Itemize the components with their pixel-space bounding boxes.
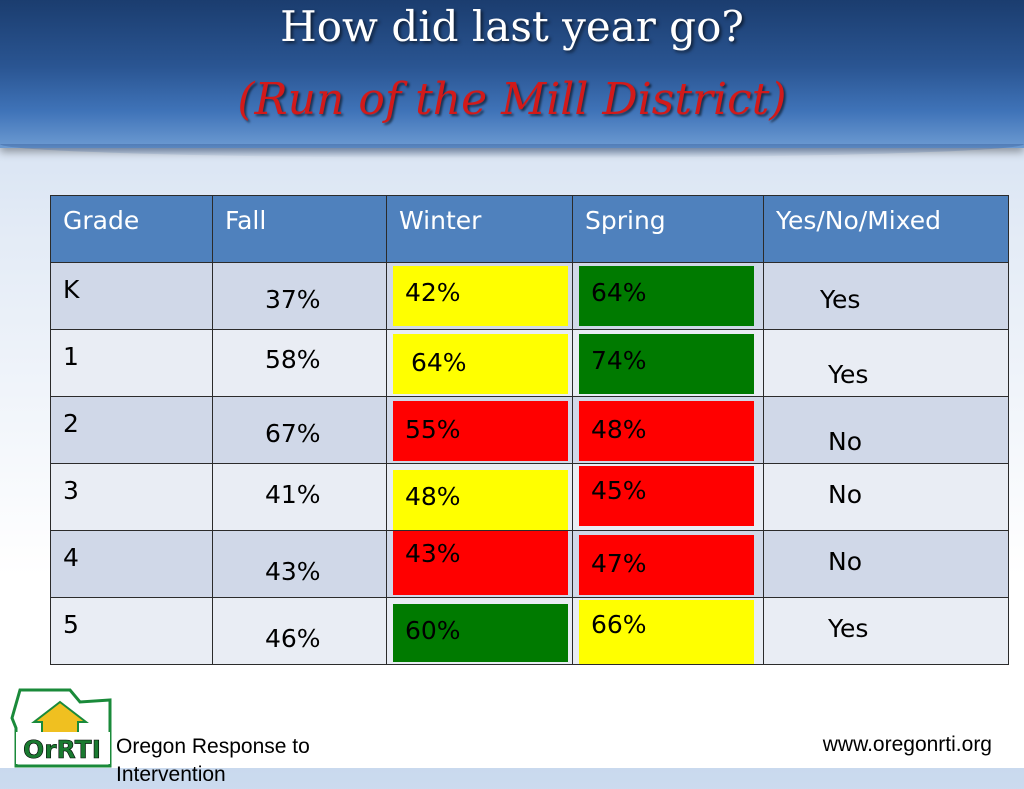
spring-cell: 66%: [572, 597, 764, 665]
winter-cell: 42%: [386, 262, 573, 330]
table-row: 2 67% 55% 48% No: [50, 396, 1009, 464]
column-header-grade: Grade: [50, 195, 213, 263]
spring-highlight: 74%: [579, 334, 754, 394]
grade-cell: 4: [50, 530, 213, 598]
spring-highlight: 64%: [579, 266, 754, 326]
spring-cell: 45%: [572, 463, 764, 531]
title-banner: How did last year go? (Run of the Mill D…: [0, 0, 1024, 158]
winter-highlight: 48%: [393, 470, 568, 530]
spring-highlight: 47%: [579, 535, 754, 595]
slide-title: How did last year go?: [280, 2, 744, 51]
table-row: 3 41% 48% 45% No: [50, 463, 1009, 531]
winter-cell: 43%: [386, 530, 573, 598]
spring-highlight: 45%: [579, 466, 754, 526]
fall-cell: 67%: [212, 396, 387, 464]
column-header-spring: Spring: [572, 195, 764, 263]
logo-text: OrRTI: [23, 735, 101, 764]
winter-highlight: 55%: [393, 401, 568, 461]
spring-cell: 74%: [572, 329, 764, 397]
fall-cell: 41%: [212, 463, 387, 531]
grade-cell: 3: [50, 463, 213, 531]
grade-cell: 2: [50, 396, 213, 464]
result-cell: Yes: [763, 262, 1009, 330]
table-row: 5 46% 60% 66% Yes: [50, 597, 1009, 665]
winter-cell: 55%: [386, 396, 573, 464]
orrti-logo: OrRTI: [10, 688, 112, 768]
spring-highlight: 66%: [579, 600, 754, 664]
result-cell: Yes: [763, 329, 1009, 397]
fall-cell: 46%: [212, 597, 387, 665]
column-header-winter: Winter: [386, 195, 573, 263]
spring-cell: 48%: [572, 396, 764, 464]
spring-cell: 47%: [572, 530, 764, 598]
winter-cell: 60%: [386, 597, 573, 665]
fall-cell: 43%: [212, 530, 387, 598]
column-header-fall: Fall: [212, 195, 387, 263]
spring-highlight: 48%: [579, 401, 754, 461]
footer-organization: Oregon Response to Intervention: [116, 735, 310, 786]
results-table: Grade Fall Winter Spring Yes/No/Mixed K …: [50, 195, 1009, 665]
slide-subtitle: (Run of the Mill District): [237, 74, 787, 125]
winter-highlight: 60%: [393, 604, 568, 662]
fall-cell: 58%: [212, 329, 387, 397]
winter-highlight: 64%: [393, 334, 568, 394]
grade-cell: 1: [50, 329, 213, 397]
result-cell: No: [763, 396, 1009, 464]
result-cell: No: [763, 463, 1009, 531]
grade-cell: K: [50, 262, 213, 330]
table-row: K 37% 42% 64% Yes: [50, 262, 1009, 330]
column-header-result: Yes/No/Mixed: [763, 195, 1009, 263]
footer-url[interactable]: www.oregonrti.org: [822, 733, 992, 756]
table-header-row: Grade Fall Winter Spring Yes/No/Mixed: [50, 195, 1009, 263]
table-row: 4 43% 43% 47% No: [50, 530, 1009, 598]
fall-cell: 37%: [212, 262, 387, 330]
spring-cell: 64%: [572, 262, 764, 330]
grade-cell: 5: [50, 597, 213, 665]
winter-cell: 64%: [386, 329, 573, 397]
winter-highlight: 42%: [393, 266, 568, 326]
winter-highlight: 43%: [393, 531, 568, 595]
table-row: 1 58% 64% 74% Yes: [50, 329, 1009, 397]
winter-cell: 48%: [386, 463, 573, 531]
result-cell: Yes: [763, 597, 1009, 665]
result-cell: No: [763, 530, 1009, 598]
